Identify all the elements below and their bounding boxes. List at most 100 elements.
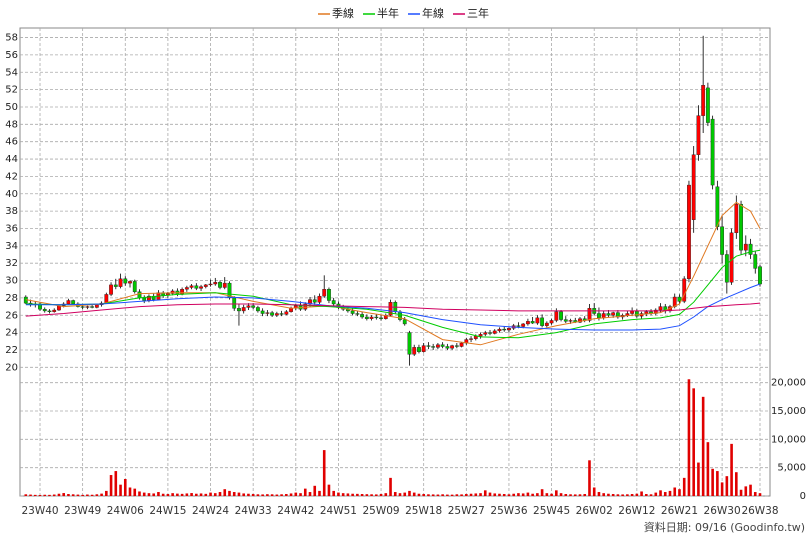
y-tick-label: 20: [5, 362, 18, 373]
candle-body: [94, 304, 99, 308]
candle-body: [578, 318, 582, 323]
candle-body: [568, 320, 573, 322]
volume-bar: [379, 494, 383, 496]
candle-body: [265, 312, 270, 314]
ma-line: [25, 302, 761, 317]
candle-body: [497, 328, 502, 332]
volume-bar: [213, 493, 217, 496]
volume-bar: [90, 494, 94, 496]
x-tick-label: 26W38: [741, 505, 778, 517]
volume-bar: [697, 462, 700, 496]
candle-body: [232, 297, 237, 309]
candle-body: [601, 313, 606, 319]
volume-bar: [507, 494, 511, 496]
volume-bar: [701, 396, 705, 496]
y-tick-label: 56: [5, 50, 18, 61]
volume-bar: [706, 442, 710, 496]
volume-bar: [86, 494, 89, 496]
x-tick-label: 25W27: [448, 505, 485, 517]
candle-body: [407, 332, 412, 355]
volume-bar: [24, 494, 28, 496]
candle-body: [705, 87, 710, 123]
candle-body: [199, 286, 203, 289]
volume-bar: [270, 494, 274, 496]
candle-body: [184, 287, 189, 290]
volume-bar: [479, 493, 482, 496]
candle-body: [540, 317, 545, 326]
volume-bar: [351, 493, 354, 496]
x-tick-label: 25W09: [363, 505, 400, 517]
volume-bar: [735, 472, 738, 496]
x-tick-label: 25W45: [533, 505, 570, 517]
volume-bar: [753, 492, 757, 496]
candle-body: [530, 321, 535, 324]
volume-bar: [142, 492, 146, 496]
y-tick-label: 36: [5, 223, 18, 234]
volume-bar: [147, 493, 151, 496]
candle-body: [677, 296, 682, 302]
volume-bar: [540, 489, 544, 496]
volume-bar: [43, 494, 47, 496]
candle-body: [502, 328, 507, 331]
candle-body: [625, 313, 630, 316]
legend-label: 年線: [422, 6, 444, 20]
y-tick-label: 28: [5, 293, 18, 304]
candle-body: [525, 321, 530, 325]
y-tick-label: 30: [5, 276, 18, 287]
volume-bar: [536, 493, 539, 496]
volume-bar: [190, 493, 193, 496]
volume-bar: [559, 493, 563, 496]
legend-label: 季線: [332, 6, 354, 20]
volume-bar: [308, 492, 312, 496]
candle-body: [450, 345, 455, 349]
volume-bar: [161, 493, 165, 496]
candle-body: [658, 306, 663, 311]
volume-bar: [100, 493, 103, 496]
candle-body: [644, 311, 649, 314]
volume-bar: [52, 494, 56, 496]
candle-body: [544, 322, 549, 326]
candle-body: [303, 303, 308, 310]
candle-body: [284, 311, 289, 315]
volume-bar: [365, 494, 369, 496]
volume-bar: [545, 493, 549, 496]
volume-bar: [578, 494, 582, 496]
volume-bar: [649, 494, 653, 496]
footer: 資料日期: 09/16 (Goodinfo.tw): [644, 520, 805, 534]
volume-bar: [370, 494, 373, 496]
y-tick-label: 44: [5, 154, 18, 165]
y-tick-label: 22: [5, 345, 18, 356]
candle-body: [66, 300, 71, 305]
candle-body: [213, 282, 218, 285]
candle-body: [696, 115, 701, 155]
candle-body: [701, 85, 706, 116]
candle-body: [379, 317, 383, 319]
candle-body: [431, 346, 436, 348]
volume-bar: [29, 494, 32, 496]
volume-bar: [692, 388, 695, 496]
volume-bar: [285, 494, 288, 496]
candle-body: [587, 308, 592, 321]
candle-body: [507, 328, 511, 331]
volume-bar: [166, 494, 170, 496]
y-tick-label: 40: [5, 189, 18, 200]
volume-bar: [322, 450, 326, 496]
candle-body: [611, 312, 616, 316]
legend-label: 半年: [377, 6, 399, 20]
candle-body: [483, 332, 488, 335]
volume-bar: [597, 492, 601, 496]
volume-bar: [588, 460, 591, 496]
y-tick-label: 48: [5, 119, 18, 130]
volume-bar: [626, 494, 629, 496]
candle-body: [445, 346, 450, 349]
candle-body: [459, 342, 464, 347]
volume-bar: [303, 488, 307, 496]
y2-tick-label: 10,000: [771, 434, 806, 445]
candle-body: [753, 254, 758, 269]
candle-body: [734, 203, 739, 234]
candle-body: [260, 310, 265, 314]
candle-body: [256, 307, 260, 312]
volume-bar: [280, 494, 283, 496]
y-tick-label: 42: [5, 171, 18, 182]
